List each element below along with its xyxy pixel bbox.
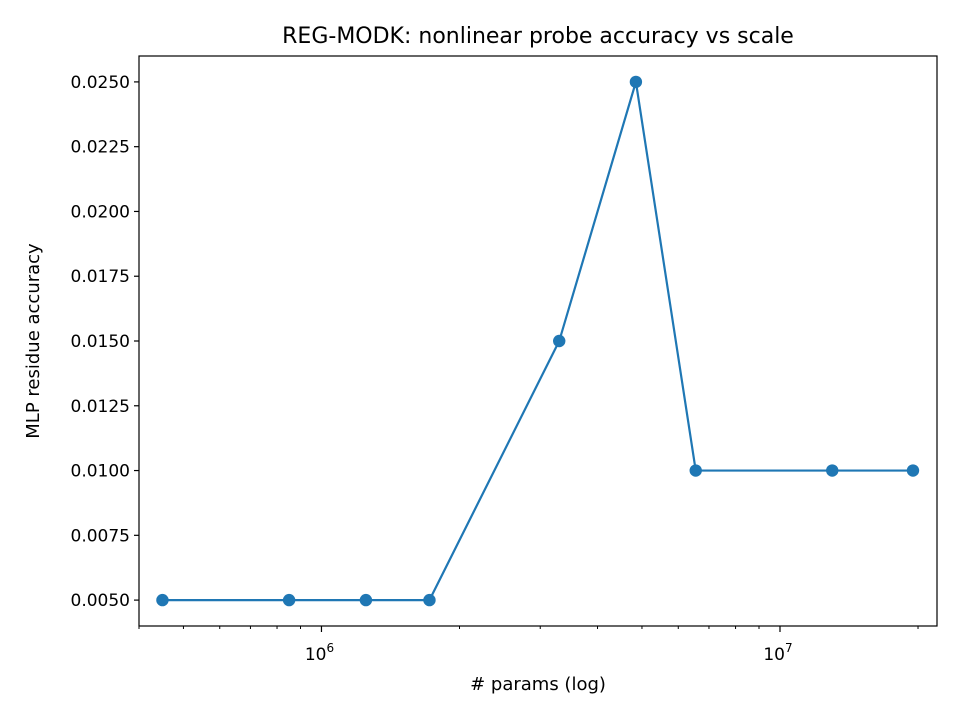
y-tick-label: 0.0175 xyxy=(71,267,130,287)
tick-layer: 0.0050 0.0075 0.0100 0.0125 0.0150 0.0175 0.02… xyxy=(71,73,919,665)
data-point xyxy=(689,464,702,477)
data-point xyxy=(629,75,643,89)
y-tick-label: 0.0250 xyxy=(71,73,130,93)
data-point xyxy=(156,593,169,607)
data-point xyxy=(359,593,373,607)
y-tick-label: 0.0050 xyxy=(71,591,130,611)
chart-title: REG-MODK: nonlinear probe accuracy vs sc… xyxy=(282,24,794,49)
y-axis-label: MLP residue accuracy xyxy=(23,243,44,439)
y-tick-label: 0.0075 xyxy=(71,526,130,546)
data-point xyxy=(423,593,436,607)
y-tick-label: 0.0100 xyxy=(71,462,130,482)
x-tick-label: 107 xyxy=(763,641,792,665)
y-tick-label: 0.0150 xyxy=(71,332,130,352)
x-axis-label: # params (log) xyxy=(470,674,606,695)
y-tick-label: 0.0200 xyxy=(71,202,130,222)
y-tick-label: 0.0125 xyxy=(71,397,130,417)
data-point xyxy=(282,593,296,607)
x-tick-label: 106 xyxy=(305,641,334,665)
y-tick-label: 0.0225 xyxy=(71,138,130,158)
axes-frame xyxy=(138,55,938,627)
data-point xyxy=(553,334,566,348)
series-line xyxy=(162,80,913,602)
data-point xyxy=(826,464,839,477)
plot-layer xyxy=(156,75,920,607)
data-point xyxy=(906,464,920,477)
